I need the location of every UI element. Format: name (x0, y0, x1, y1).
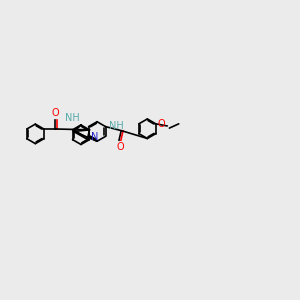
Text: O: O (158, 119, 165, 129)
Text: O: O (116, 142, 124, 152)
Text: NH: NH (64, 113, 79, 123)
Text: N: N (91, 132, 98, 142)
Text: NH: NH (109, 121, 124, 131)
Text: O: O (52, 108, 59, 118)
